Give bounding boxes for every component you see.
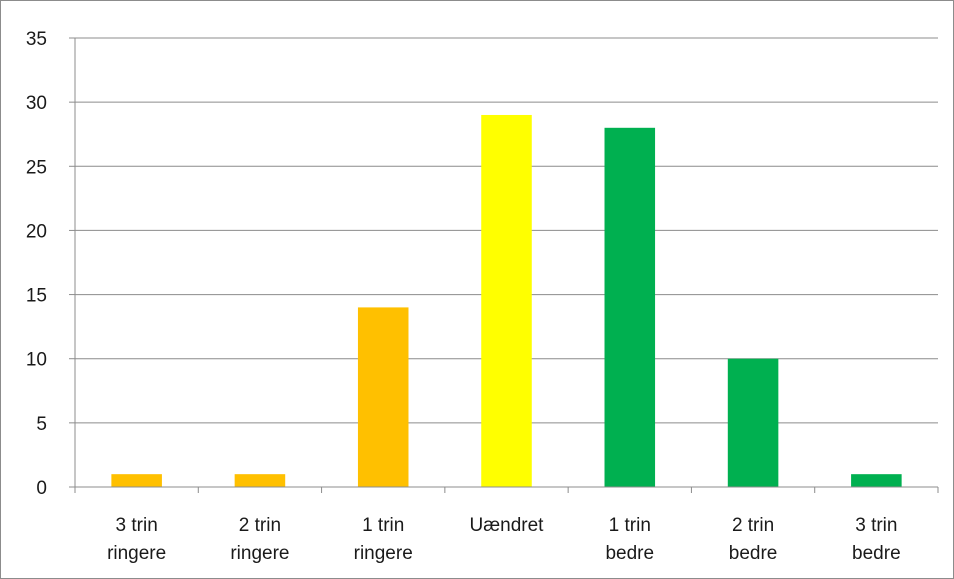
x-category-label: bedre: [729, 543, 778, 564]
x-category-label: Uændret: [470, 515, 545, 536]
axes: [69, 37, 939, 493]
bar: [234, 474, 286, 487]
x-category-label: 3 trin: [855, 515, 897, 536]
bar: [851, 474, 902, 487]
x-category-label: ringere: [354, 543, 413, 564]
bar: [604, 127, 656, 488]
y-tick-label: 15: [26, 286, 47, 307]
y-tick-label: 0: [36, 478, 47, 499]
bar: [111, 474, 162, 487]
x-category-label: ringere: [107, 543, 166, 564]
x-category-label: bedre: [852, 543, 901, 564]
y-tick-label: 25: [26, 157, 47, 178]
x-category-label: 3 trin: [116, 515, 158, 536]
y-tick-label: 35: [26, 29, 47, 50]
x-category-label: bedre: [605, 543, 654, 564]
bar: [727, 358, 779, 487]
x-category-labels: 3 trin ringere 2 trin ringere 1 trin ringere U…: [107, 515, 901, 564]
x-category-label: 2 trin: [239, 515, 281, 536]
y-tick-labels: 0 5 10 15 20 25 30 35: [26, 29, 47, 499]
y-tick-label: 10: [26, 350, 47, 371]
y-tick-label: 30: [26, 93, 47, 114]
bar: [357, 307, 409, 487]
bars: [111, 114, 902, 488]
y-tick-label: 20: [26, 221, 47, 242]
x-category-label: 1 trin: [362, 515, 404, 536]
bar: [481, 114, 532, 487]
x-category-label: 2 trin: [732, 515, 774, 536]
x-category-label: 1 trin: [609, 515, 651, 536]
x-category-label: ringere: [230, 543, 289, 564]
y-tick-label: 5: [36, 414, 47, 435]
